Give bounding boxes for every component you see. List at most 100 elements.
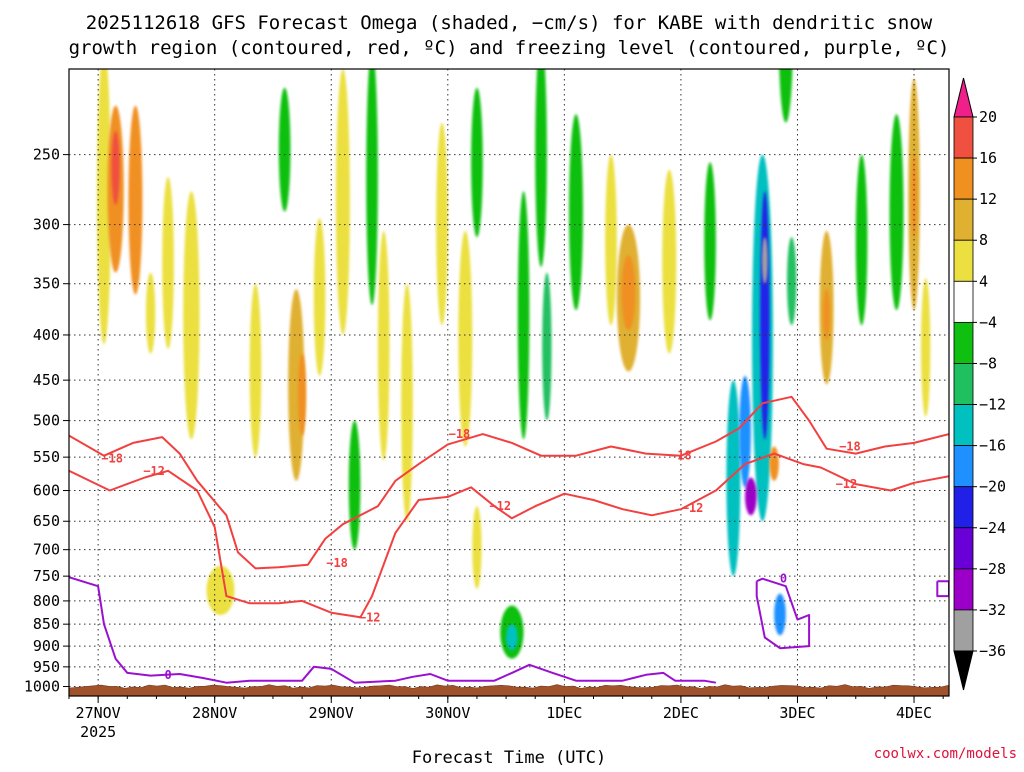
contour-label: −12 — [143, 464, 165, 478]
omega-cell — [183, 191, 200, 440]
y-tick-label: 750 — [33, 567, 60, 585]
colorbar-label: −8 — [979, 354, 997, 372]
omega-cell — [823, 289, 831, 340]
contour-label: −18 — [449, 427, 471, 441]
omega-cell — [288, 289, 305, 481]
colorbar-label: −36 — [979, 642, 1006, 660]
colorbar-label: −12 — [979, 396, 1006, 414]
colorbar-bottom-arrow — [953, 650, 974, 691]
x-tick-label: 28NOV — [192, 704, 237, 722]
omega-cell — [298, 353, 307, 436]
dgz-contour — [69, 452, 949, 619]
omega-cell — [278, 87, 291, 212]
freezing-level-contour — [755, 577, 811, 650]
chart-title-line-2: growth region (contoured, red, ºC) and f… — [69, 37, 950, 59]
omega-cell — [569, 114, 584, 311]
contour-label: −12 — [359, 610, 381, 624]
omega-cell — [889, 114, 904, 311]
omega-cell — [111, 130, 120, 205]
colorbar-segment — [953, 280, 974, 323]
contour-label: −12 — [836, 477, 858, 491]
colorbar-label: −20 — [979, 478, 1006, 496]
x-tick-label: 1DEC — [546, 704, 582, 722]
y-tick-label: 400 — [33, 326, 60, 344]
omega-cell — [506, 624, 518, 651]
omega-cell — [779, 69, 793, 123]
colorbar-segment — [953, 486, 974, 529]
omega-cell — [471, 87, 483, 238]
y-tick-label: 900 — [33, 637, 60, 655]
plot-background — [69, 69, 949, 696]
omega-cell — [162, 176, 174, 350]
contour-label: 0 — [780, 572, 787, 586]
y-tick-label: 1000 — [24, 678, 60, 696]
colorbar-label: 8 — [979, 231, 988, 249]
omega-cell — [605, 154, 617, 326]
omega-cell — [366, 69, 378, 306]
omega-cell — [921, 278, 931, 417]
x-tick-label: 4DEC — [896, 704, 932, 722]
colorbar-segment — [953, 239, 974, 282]
y-tick-label: 300 — [33, 216, 60, 234]
freezing-level-contour — [936, 580, 949, 598]
omega-cell — [335, 69, 350, 335]
omega-cell — [436, 122, 448, 326]
omega-cell — [535, 69, 547, 267]
colorbar-segment — [953, 198, 974, 241]
x-tick-sublabel: 2025 — [80, 723, 116, 741]
omega-cell — [662, 169, 677, 354]
omega-cell — [377, 230, 390, 461]
x-tick-label: 27NOV — [76, 704, 121, 722]
colorbar-label: −28 — [979, 560, 1006, 578]
y-tick-label: 650 — [33, 512, 60, 530]
y-tick-label: 800 — [33, 592, 60, 610]
y-tick-label: 950 — [33, 658, 60, 676]
omega-cell — [704, 162, 716, 321]
colorbar-top-arrow — [953, 77, 974, 118]
omega-cell — [401, 283, 413, 522]
colorbar-label: 4 — [979, 272, 988, 290]
colorbar-label: 20 — [979, 108, 997, 126]
omega-cell — [472, 506, 482, 589]
contours: −18 −18 −18 −18 −18 −12 −12 −12 −12 −12 0 0 — [69, 395, 949, 684]
chart-title-line-1: 2025112618 GFS Forecast Omega (shaded, −… — [86, 12, 933, 34]
dgz-contour — [69, 395, 949, 570]
contour-label: −18 — [839, 440, 861, 454]
x-tick-label: 2DEC — [663, 704, 699, 722]
y-tick-label: 250 — [33, 146, 60, 164]
omega-cell — [458, 230, 473, 447]
omega-cell — [517, 191, 530, 440]
colorbar-segment — [953, 609, 974, 652]
omega-cell — [769, 446, 779, 481]
y-axis: 250 300 350 400 450 500 550 600 650 700 750 800 850 9… — [24, 146, 69, 696]
omega-cell — [249, 283, 262, 458]
x-tick-label: 29NOV — [309, 704, 354, 722]
omega-cell — [145, 272, 156, 354]
plot-frame — [68, 68, 950, 697]
contour-label: −18 — [670, 449, 692, 463]
omega-cell — [774, 593, 786, 636]
omega-cell — [855, 154, 868, 326]
colorbar-label: −4 — [979, 313, 997, 331]
omega-cell — [739, 375, 751, 488]
grid — [69, 69, 949, 696]
colorbar-label: 16 — [979, 149, 997, 167]
y-tick-label: 500 — [33, 412, 60, 430]
contour-label: 0 — [164, 668, 171, 682]
x-tick-label: 3DEC — [779, 704, 815, 722]
omega-cell — [761, 237, 768, 284]
y-tick-label: 700 — [33, 541, 60, 559]
freezing-level-contour — [69, 576, 717, 684]
colorbar-segment — [953, 568, 974, 611]
colorbar-segment — [953, 404, 974, 447]
omega-cell — [128, 105, 143, 295]
credit-link[interactable]: coolwx.com/models — [874, 746, 1017, 762]
colorbar-label: −16 — [979, 437, 1006, 455]
colorbar: 20 16 12 8 4 −4 −8 −12 −16 −20 −24 −28 −32 −36 — [953, 77, 1006, 691]
colorbar-label: −24 — [979, 519, 1006, 537]
omega-cell — [313, 218, 326, 376]
plot-area: −18 −18 −18 −18 −18 −12 −12 −12 −12 −12 0 0 — [68, 68, 950, 697]
omega-shading — [96, 69, 931, 659]
